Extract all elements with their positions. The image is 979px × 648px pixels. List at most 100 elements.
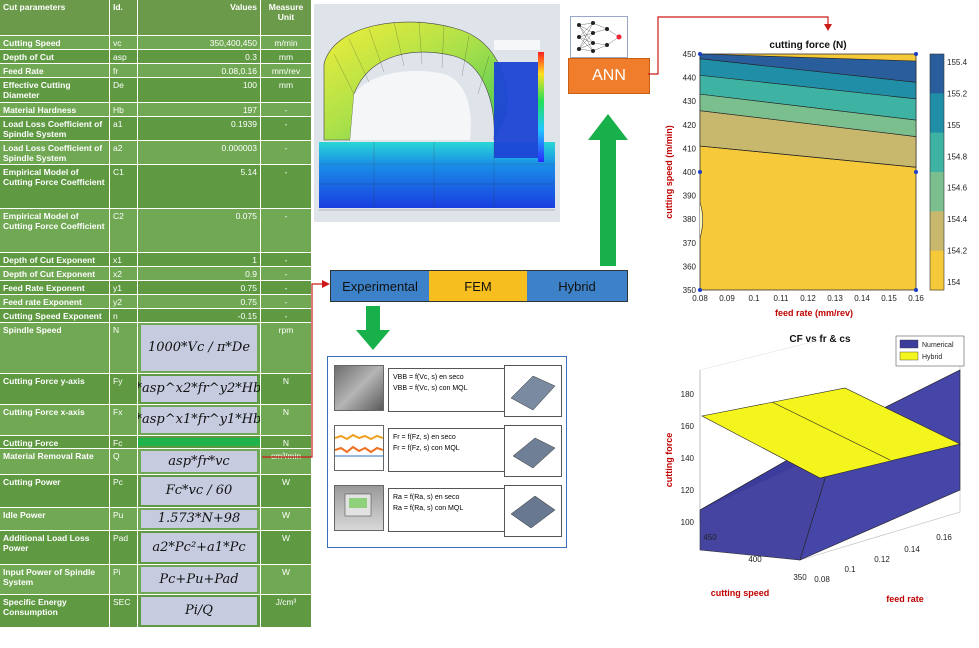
table-row: Feed Rate fr 0.08,0.16 mm/rev (0, 64, 312, 78)
table-row: Specific Energy Consumption SEC Pi/Q J/cm³ (0, 595, 312, 628)
experimental-models-box: VBB = f(Vc, s) en seco VBB = f(Vc, s) con… (327, 356, 567, 548)
param-value: 1.573*N+98 (138, 508, 261, 531)
z-tick-label: 160 (681, 422, 695, 431)
contour-bump (699, 202, 703, 239)
param-value: C1*asp^x1*fr^y1*Hb^n (138, 405, 261, 436)
model-row-force: Fr = f(Fz, s) en seco Fr = f(Fz, s) con M… (332, 425, 562, 477)
legend-label: Hybrid (922, 354, 942, 361)
table-row: Cutting Speed Exponent n -0.15- (0, 309, 312, 323)
param-unit: - (261, 103, 312, 117)
param-value: asp*fr*vc (138, 449, 261, 475)
hybrid-surface (701, 387, 961, 479)
tab-fem[interactable]: FEM (429, 271, 527, 301)
param-value: 0.75 (138, 281, 261, 295)
table-row: Cutting Force y-axisFyC2*asp^x2*fr^y2*Hb… (0, 374, 312, 405)
param-name: Empirical Model of Cutting Force Coeffic… (0, 165, 110, 209)
model-line: Ra = f(Ra, s) con MQL (393, 505, 464, 512)
param-name: Material Removal Rate (0, 449, 110, 475)
param-id: fr (110, 64, 138, 78)
model-text: Fr = f(Fz, s) en seco Fr = f(Fz, s) con M… (388, 428, 508, 472)
param-id: Fx (110, 405, 138, 436)
param-name: Feed Rate Exponent (0, 281, 110, 295)
model-row-roughness: Ra = f(Ra, s) en seco Ra = f(Ra, s) con M… (332, 485, 562, 537)
param-unit: mm (261, 50, 312, 64)
arrowhead-ann-chart (824, 24, 832, 31)
colorbar-tick: 155.4 (947, 58, 968, 67)
formula-box: Pi/Q (141, 597, 257, 625)
param-id: Pu (110, 508, 138, 531)
x-tick-label: 400 (748, 555, 762, 564)
param-name: Cutting Speed (0, 36, 110, 50)
roughness-device-photo (334, 485, 384, 531)
y-tick-label: 410 (683, 144, 697, 153)
colorbar-tick: 154.6 (947, 184, 968, 193)
param-value: -0.15 (138, 309, 261, 323)
formula-box: Fc*vc / 60 (141, 477, 257, 505)
x-tick-label: 0.13 (827, 294, 843, 303)
y-tick-label: 0.14 (904, 545, 920, 554)
formula-box: a2*Pc²+a1*Pc (141, 533, 257, 562)
contour-line (699, 145, 917, 168)
param-value: a2*Pc²+a1*Pc (138, 531, 261, 565)
data-point (698, 170, 702, 174)
thumb-graphic (510, 375, 556, 411)
param-unit: mm/rev (261, 64, 312, 78)
param-unit: N (261, 405, 312, 436)
green-arrow-up (588, 114, 628, 266)
table-row: Empirical Model of Cutting Force Coeffic… (0, 209, 312, 253)
legend-swatch (899, 351, 919, 361)
param-unit: mm (261, 78, 312, 103)
device-graphic (344, 493, 372, 517)
table-header: Cut parameters Id. Values Measure Unit (0, 0, 312, 36)
param-name: Cutting Power (0, 475, 110, 508)
param-name: Cutting Speed Exponent (0, 309, 110, 323)
data-point (698, 52, 702, 56)
y-tick-label: 440 (683, 74, 697, 83)
tab-hybrid[interactable]: Hybrid (527, 271, 627, 301)
method-tabs: Experimental FEM Hybrid (330, 270, 628, 302)
model-line: Fr = f(Fz, s) en seco (393, 434, 456, 441)
parameter-table: Cut parameters Id. Values Measure Unit Cutti… (0, 0, 312, 648)
param-unit: J/cm³ (261, 595, 312, 628)
z-axis-label: cutting force (664, 433, 674, 488)
colorbar-tick: 154.4 (947, 215, 968, 224)
y-axis-label: cutting speed (m/min) (664, 125, 674, 219)
param-unit: cm³/min (261, 449, 312, 475)
surface-plot-thumb (504, 365, 562, 417)
param-value: Pi/Q (138, 595, 261, 628)
arrow-ann-to-chart (648, 16, 829, 75)
model-text: Ra = f(Ra, s) en seco Ra = f(Ra, s) con M… (388, 488, 508, 532)
header-unit: Measure Unit (261, 0, 312, 36)
param-value: 0.000003 (138, 141, 261, 165)
param-id: asp (110, 50, 138, 64)
hybrid-grid-line (771, 401, 891, 461)
x-tick-label: 0.08 (692, 294, 708, 303)
param-name: Effective Cutting Diameter (0, 78, 110, 103)
x-axis-label: feed rate (mm/rev) (775, 308, 853, 318)
param-name: Cutting Force (0, 436, 110, 449)
z-tick-label: 140 (681, 454, 695, 463)
table-row: Cutting Force x-axisFxC1*asp^x1*fr^y1*Hb… (0, 405, 312, 436)
table-row: Cutting Power Pc Fc*vc / 60 W (0, 475, 312, 508)
legend-label: Numerical (922, 342, 954, 349)
y-tick-label: 450 (683, 50, 697, 59)
param-id: x1 (110, 253, 138, 267)
table-row: Load Loss Coefficient of Spindle System a… (0, 141, 312, 165)
table-row: Empirical Model of Cutting Force Coeffic… (0, 165, 312, 209)
model-line: VBB = f(Vc, s) en seco (393, 374, 464, 381)
param-id: Pc (110, 475, 138, 508)
param-value: Pc+Pu+Pad (138, 565, 261, 595)
header-parameter: Cut parameters (0, 0, 110, 36)
tab-experimental[interactable]: Experimental (331, 271, 429, 301)
surface-plot-thumb (504, 425, 562, 477)
y-tick-label: 390 (683, 192, 697, 201)
y-tick-label: 430 (683, 97, 697, 106)
param-unit: - (261, 267, 312, 281)
param-name: Cutting Force y-axis (0, 374, 110, 405)
colorbar-tick: 154 (947, 278, 961, 287)
table-row: Additional Load Loss Power Pad a2*Pc²+a1*P… (0, 531, 312, 565)
colorbar-tick: 155 (947, 121, 961, 130)
formula-box: 1.573*N+98 (141, 510, 257, 528)
legend-swatch (899, 339, 919, 349)
